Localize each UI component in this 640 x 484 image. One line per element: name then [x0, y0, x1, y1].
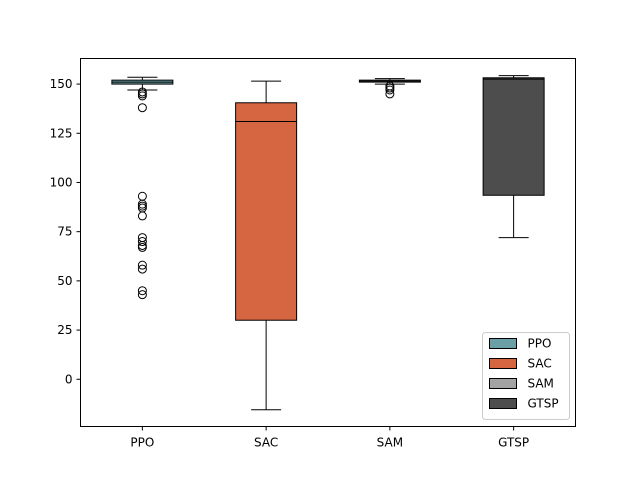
x-tick-label: GTSP [498, 436, 529, 450]
y-tick-label: 125 [50, 126, 73, 140]
legend-swatch-sam [489, 378, 517, 389]
outlier-point-ppo [137, 286, 147, 296]
axes-frame [80, 58, 576, 427]
box-body-sac [235, 102, 298, 321]
outlier-point-sam [385, 89, 395, 99]
y-tick-label: 75 [57, 225, 72, 239]
y-tick-label: 25 [57, 323, 72, 337]
outlier-point-ppo [137, 242, 147, 252]
y-tick-label: 150 [50, 77, 73, 91]
y-tick-label: 100 [50, 175, 73, 189]
legend-label-sam: SAM [528, 377, 554, 391]
axis-layer: PPO SAC SAM GTSP 0 25 50 75 100 125 150 [50, 77, 530, 449]
x-tick-label: PPO [130, 436, 154, 450]
plot-layer [111, 75, 545, 411]
outlier-point-ppo [137, 264, 147, 274]
legend-swatch-gtsp [489, 398, 517, 409]
legend: PPO SAC SAM GTSP [482, 332, 570, 420]
outlier-point-ppo [137, 103, 147, 113]
legend-label-gtsp: GTSP [528, 397, 559, 411]
box-sac [235, 80, 298, 411]
legend-swatch-ppo [489, 338, 517, 349]
outlier-point-ppo [137, 237, 147, 247]
x-tick-label: SAC [254, 436, 278, 450]
x-tick-label: SAM [377, 436, 403, 450]
outlier-point-ppo [137, 260, 147, 270]
legend-label-ppo: PPO [528, 337, 552, 351]
box-gtsp [482, 75, 545, 239]
box-ppo [111, 76, 174, 300]
box-sam [358, 78, 421, 99]
outlier-point-ppo [137, 211, 147, 221]
outlier-point-ppo [137, 290, 147, 300]
outlier-point-sam [385, 85, 395, 95]
box-body-gtsp [482, 77, 545, 196]
legend-label-sac: SAC [528, 357, 552, 371]
legend-swatch-sac [489, 358, 517, 369]
y-tick-label: 50 [57, 274, 72, 288]
outlier-point-ppo [137, 91, 147, 101]
y-tick-label: 0 [65, 372, 73, 386]
legend-frame [482, 332, 570, 420]
